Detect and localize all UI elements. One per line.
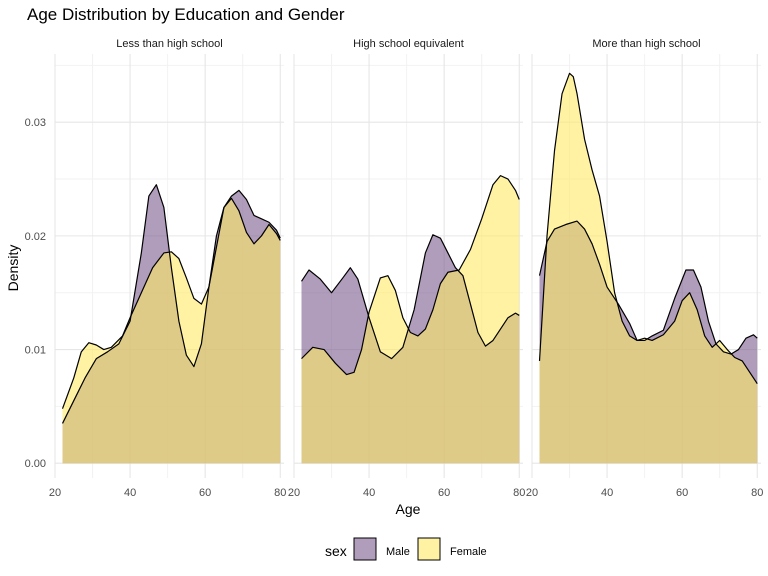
legend-title: sex	[325, 543, 347, 559]
x-tick-label: 40	[363, 487, 375, 499]
y-axis-title: Density	[5, 245, 21, 292]
x-tick-label: 80	[513, 487, 525, 499]
y-tick-label: 0.02	[25, 231, 46, 243]
density-line-female	[61, 197, 281, 409]
x-tick-label: 60	[676, 487, 688, 499]
legend-swatch-female	[417, 537, 441, 561]
chart-title: Age Distribution by Education and Gender	[27, 5, 345, 24]
legend-swatch-male	[353, 537, 377, 561]
density-area-female	[301, 175, 520, 464]
facet-panel: Less than high school 20 40 60 80	[49, 38, 286, 499]
x-tick-label: 80	[274, 487, 286, 499]
legend: sex Male Female	[325, 537, 487, 561]
density-line-female	[301, 175, 520, 376]
facet-strip-label: More than high school	[592, 38, 700, 50]
y-tick-label: 0.03	[25, 117, 46, 129]
x-tick-label: 20	[49, 487, 61, 499]
x-tick-label: 80	[751, 487, 763, 499]
facet-panel: More than high school 20 40 60 80	[526, 38, 763, 499]
x-tick-label: 20	[526, 487, 538, 499]
legend-label-female: Female	[450, 546, 487, 558]
x-axis-title: Age	[396, 501, 421, 517]
y-tick-label: 0.00	[25, 458, 46, 470]
facet-strip-label: High school equivalent	[353, 38, 464, 50]
y-tick-label: 0.01	[25, 345, 46, 357]
x-tick-label: 40	[601, 487, 613, 499]
x-tick-label: 20	[288, 487, 300, 499]
legend-label-male: Male	[386, 546, 410, 558]
x-tick-label: 60	[199, 487, 211, 499]
facet-strip-label: Less than high school	[116, 38, 222, 50]
x-tick-label: 40	[124, 487, 136, 499]
density-line-male	[61, 184, 281, 424]
x-tick-label: 60	[438, 487, 450, 499]
density-line-female	[538, 72, 758, 384]
density-line-male	[538, 220, 758, 355]
density-line-male	[301, 234, 520, 360]
density-area-female	[539, 73, 758, 464]
density-area-female	[62, 198, 281, 464]
facet-panel: High school equivalent 20 40 60 80	[288, 38, 525, 499]
